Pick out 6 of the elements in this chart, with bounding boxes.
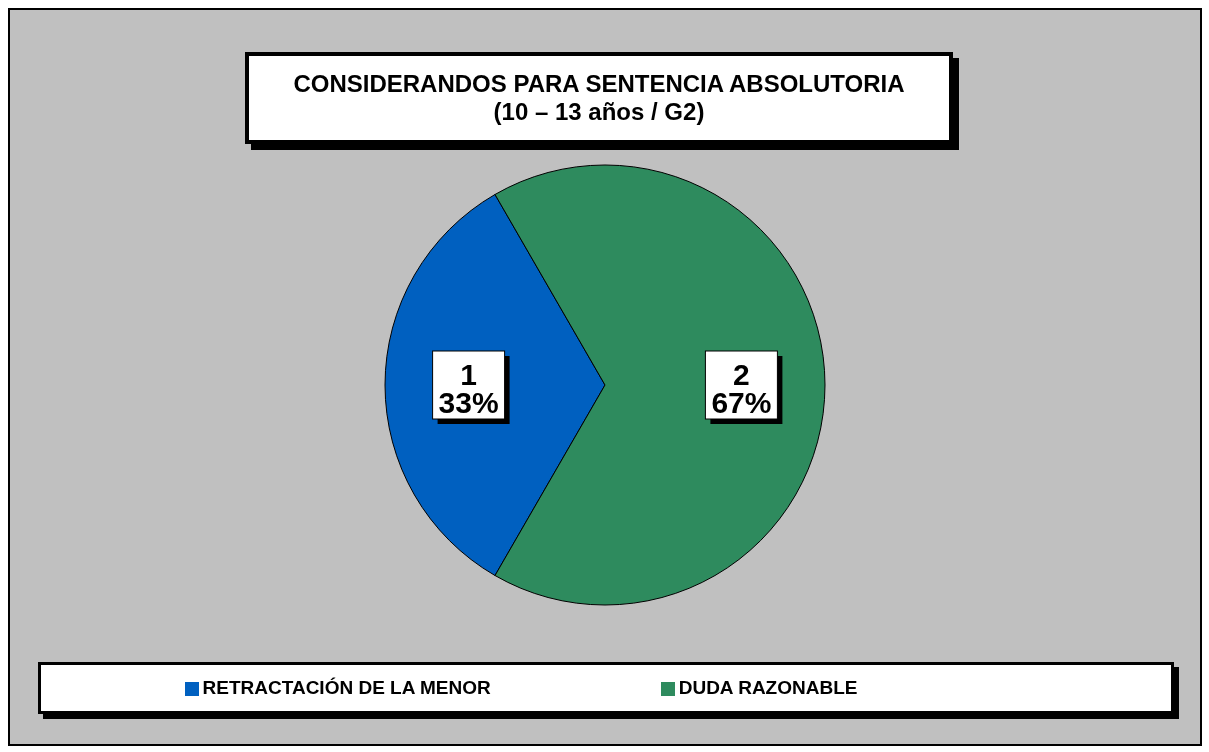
chart-title: CONSIDERANDOS PARA SENTENCIA ABSOLUTORIA (292, 70, 906, 98)
data-label: 2 67% (711, 358, 772, 419)
chart-subtitle: (10 – 13 años / G2) (492, 98, 706, 126)
data-label: 1 33% (438, 358, 499, 419)
legend-label: DUDA RAZONABLE (678, 677, 858, 698)
legend-label: RETRACTACIÓN DE LA MENOR (202, 677, 491, 698)
